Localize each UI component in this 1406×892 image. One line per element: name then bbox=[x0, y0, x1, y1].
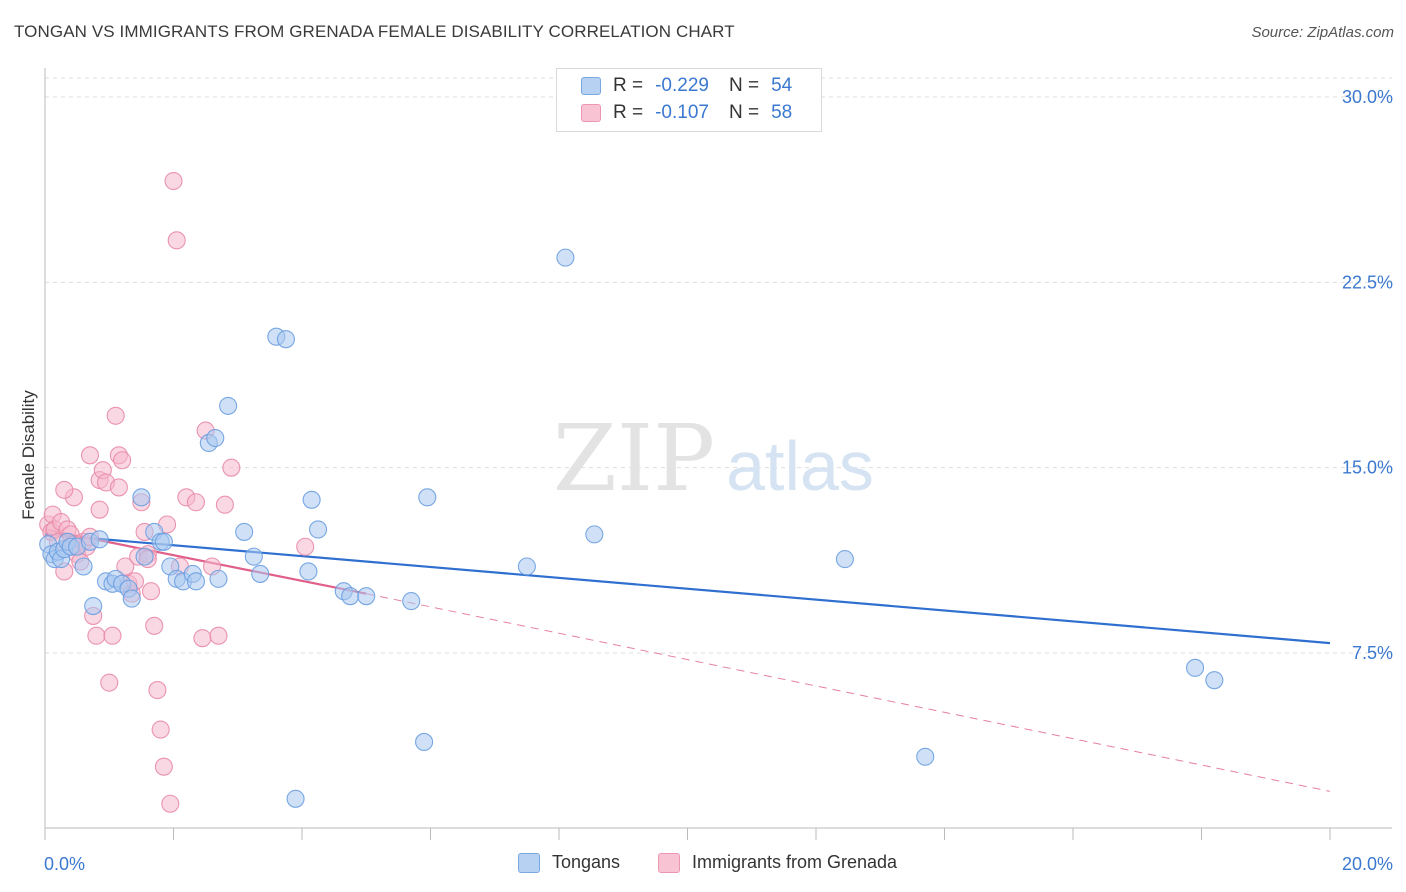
tick-labels: 7.5% 15.0% 22.5% 30.0% 0.0% 20.0% bbox=[44, 87, 1393, 874]
legend-swatch-pink bbox=[581, 104, 601, 122]
data-point-tongans bbox=[585, 525, 604, 544]
data-point-tongans bbox=[206, 428, 225, 448]
data-point-grenada bbox=[296, 537, 315, 556]
stats-legend: R = -0.229 N = 54 R = -0.107 N = 58 bbox=[556, 68, 822, 132]
legend-n-value: 54 bbox=[771, 75, 793, 96]
data-point-grenada bbox=[167, 231, 186, 250]
y-tick-label: 22.5% bbox=[1342, 272, 1393, 292]
data-point-grenada bbox=[145, 616, 164, 635]
data-point-grenada bbox=[116, 557, 135, 576]
data-point-tongans bbox=[556, 248, 575, 267]
legend-r-label: R = bbox=[613, 75, 644, 96]
gridlines bbox=[45, 77, 1392, 654]
data-point-tongans bbox=[235, 522, 254, 541]
data-point-grenada bbox=[151, 720, 170, 739]
data-point-tongans bbox=[402, 592, 421, 611]
trendline-tongans bbox=[44, 533, 1331, 645]
data-point-tongans bbox=[341, 587, 360, 606]
data-point-grenada bbox=[100, 673, 119, 692]
y-tick-label: 15.0% bbox=[1342, 458, 1393, 478]
legend-row-tongans: R = -0.229 N = 54 bbox=[581, 74, 792, 98]
y-tick-label: 30.0% bbox=[1342, 87, 1393, 107]
data-point-tongans bbox=[357, 587, 376, 606]
data-point-tongans bbox=[916, 747, 935, 766]
data-point-tongans bbox=[276, 330, 295, 349]
data-point-grenada bbox=[109, 478, 128, 497]
data-point-tongans bbox=[74, 557, 93, 576]
data-point-tongans bbox=[84, 596, 103, 616]
source-credit: Source: ZipAtlas.com bbox=[1251, 24, 1394, 41]
data-point-grenada bbox=[113, 451, 132, 470]
data-point-tongans bbox=[1186, 658, 1205, 677]
legend-swatch-blue bbox=[581, 77, 601, 95]
data-point-grenada bbox=[193, 629, 212, 648]
legend-swatch-pink bbox=[658, 852, 680, 873]
data-point-grenada bbox=[222, 458, 241, 477]
data-point-tongans bbox=[1205, 671, 1224, 690]
legend-row-grenada: R = -0.107 N = 58 bbox=[581, 101, 792, 125]
watermark: ZIP atlas bbox=[553, 405, 874, 512]
data-point-tongans bbox=[251, 564, 270, 583]
data-point-tongans bbox=[209, 569, 228, 588]
data-point-grenada bbox=[87, 626, 106, 645]
x-tick-label: 0.0% bbox=[44, 854, 85, 874]
data-point-grenada bbox=[103, 626, 122, 645]
watermark-atlas: atlas bbox=[726, 427, 874, 505]
data-point-tongans bbox=[135, 547, 154, 566]
data-point-tongans bbox=[219, 396, 238, 415]
data-point-tongans bbox=[302, 490, 321, 509]
data-point-grenada bbox=[164, 171, 183, 191]
data-point-tongans bbox=[286, 789, 305, 808]
legend-item-grenada[interactable]: Immigrants from Grenada bbox=[658, 852, 897, 873]
data-point-tongans bbox=[186, 572, 206, 591]
legend-n-label: N = bbox=[728, 102, 760, 123]
data-point-tongans bbox=[418, 488, 437, 507]
data-point-tongans bbox=[299, 562, 318, 581]
data-point-grenada bbox=[55, 480, 74, 499]
data-point-grenada bbox=[186, 493, 206, 512]
legend-label-grenada: Immigrants from Grenada bbox=[692, 852, 898, 872]
data-point-grenada bbox=[154, 757, 173, 776]
data-point-grenada bbox=[80, 446, 100, 465]
y-tick-label: 7.5% bbox=[1352, 643, 1393, 663]
legend-n-label: N = bbox=[728, 75, 760, 96]
legend-swatch-blue bbox=[518, 852, 540, 873]
trendlines bbox=[44, 528, 1331, 792]
data-point-tongans bbox=[244, 547, 263, 566]
legend-r-label: R = bbox=[613, 102, 644, 123]
data-point-tongans bbox=[90, 530, 109, 549]
x-tick-label: 20.0% bbox=[1342, 854, 1393, 874]
data-points bbox=[39, 171, 1224, 813]
legend-label-tongans: Tongans bbox=[552, 852, 621, 872]
axes bbox=[44, 68, 1392, 840]
data-point-tongans bbox=[415, 732, 434, 752]
legend-r-value: -0.229 bbox=[655, 75, 709, 96]
data-point-grenada bbox=[215, 495, 234, 514]
data-point-tongans bbox=[517, 557, 536, 576]
data-point-grenada bbox=[141, 582, 161, 601]
data-point-grenada bbox=[209, 626, 228, 645]
data-point-tongans bbox=[835, 550, 854, 569]
data-point-tongans bbox=[122, 589, 141, 608]
legend-r-value: -0.107 bbox=[655, 102, 709, 123]
y-axis-label: Female Disability bbox=[19, 390, 38, 520]
legend-n-value: 58 bbox=[771, 102, 793, 123]
data-point-tongans bbox=[154, 532, 173, 551]
trendline-grenada-extended bbox=[366, 593, 1331, 792]
watermark-zip: ZIP bbox=[553, 405, 715, 512]
data-point-grenada bbox=[106, 406, 125, 425]
series-legend: Tongans Immigrants from Grenada bbox=[0, 852, 1406, 878]
data-point-grenada bbox=[161, 794, 180, 813]
chart-title: TONGAN VS IMMIGRANTS FROM GRENADA FEMALE… bbox=[14, 22, 735, 41]
data-point-tongans bbox=[309, 520, 328, 539]
data-point-grenada bbox=[148, 681, 167, 700]
data-point-tongans bbox=[132, 488, 151, 507]
data-point-grenada bbox=[90, 500, 109, 519]
legend-item-tongans[interactable]: Tongans bbox=[518, 852, 620, 873]
